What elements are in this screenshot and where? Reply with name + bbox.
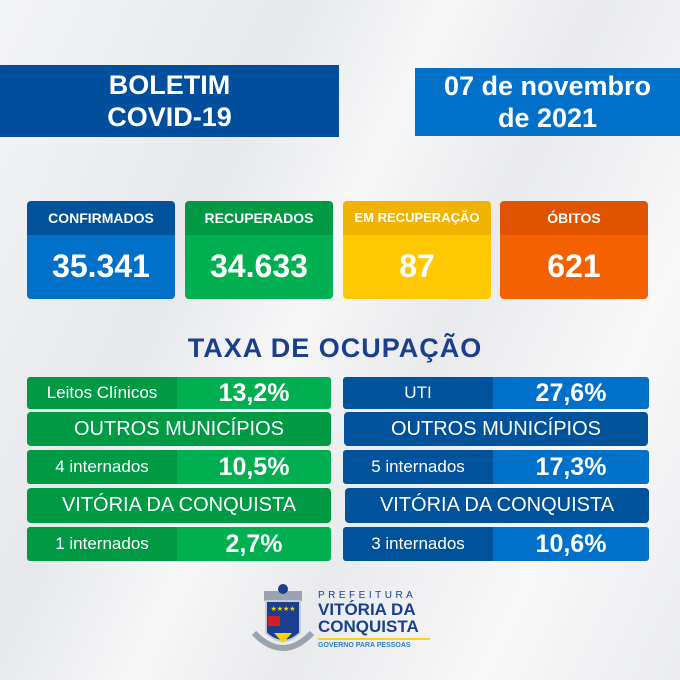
stat-label: CONFIRMADOS — [27, 201, 175, 235]
right-outros-municipios-row: 5 internados 17,3% — [343, 450, 649, 484]
left-outros-municipios-header: OUTROS MUNICÍPIOS — [27, 412, 331, 446]
logo-tagline: GOVERNO PARA PESSOAS — [318, 642, 411, 649]
left-vitoria-header: VITÓRIA DA CONQUISTA — [27, 488, 331, 523]
coat-of-arms-logo: ★★★★ — [251, 584, 315, 651]
row-label: 5 internados — [343, 450, 493, 484]
logo-divider — [318, 638, 430, 640]
logo-prefeitura: PREFEITURA — [318, 590, 417, 601]
right-vitoria-header: VITÓRIA DA CONQUISTA — [345, 488, 649, 523]
right-outros-municipios-header: OUTROS MUNICÍPIOS — [344, 412, 648, 446]
row-value: 27,6% — [493, 377, 649, 409]
date-box: 07 de novembro de 2021 — [415, 68, 680, 136]
row-label: UTI — [343, 377, 493, 409]
stat-card-obitos: ÓBITOS 621 — [500, 201, 648, 299]
svg-text:★★★★: ★★★★ — [270, 605, 295, 613]
stat-value: 621 — [500, 235, 648, 299]
title-line1: BOLETIM — [108, 70, 231, 100]
row-value: 2,7% — [177, 527, 331, 561]
row-value: 13,2% — [177, 377, 331, 409]
stat-label: EM RECUPERAÇÃO — [343, 201, 491, 235]
stat-value: 87 — [343, 235, 491, 299]
row-label: Leitos Clínicos — [27, 377, 177, 409]
logo-conquista: CONQUISTA — [318, 617, 419, 636]
row-label: 1 internados — [27, 527, 177, 561]
uti-row: UTI 27,6% — [343, 377, 649, 409]
date-line2: de 2021 — [497, 103, 598, 133]
title-line2: COVID-19 — [107, 102, 232, 132]
left-outros-municipios-row: 4 internados 10,5% — [27, 450, 331, 484]
occupancy-title: TAXA DE OCUPAÇÃO — [187, 333, 483, 363]
row-value: 17,3% — [493, 450, 649, 484]
stat-card-em-recuperacao: EM RECUPERAÇÃO 87 — [343, 201, 491, 299]
left-vitoria-row: 1 internados 2,7% — [27, 527, 331, 561]
logo-text: PREFEITURA VITÓRIA DA CONQUISTA GOVERNO … — [318, 590, 430, 649]
bulletin-title-box: BOLETIM COVID-19 — [0, 65, 339, 137]
stat-label: ÓBITOS — [500, 201, 648, 235]
stat-label: RECUPERADOS — [185, 201, 333, 235]
stat-card-confirmados: CONFIRMADOS 35.341 — [27, 201, 175, 299]
stat-value: 34.633 — [185, 235, 333, 299]
right-vitoria-row: 3 internados 10,6% — [343, 527, 649, 561]
leitos-clinicos-row: Leitos Clínicos 13,2% — [27, 377, 331, 409]
row-label: 3 internados — [343, 527, 493, 561]
row-label: 4 internados — [27, 450, 177, 484]
logo-vitoria-da: VITÓRIA DA — [318, 600, 416, 619]
row-value: 10,6% — [493, 527, 649, 561]
stat-value: 35.341 — [27, 235, 175, 299]
stat-card-recuperados: RECUPERADOS 34.633 — [185, 201, 333, 299]
date-line1: 07 de novembro — [443, 71, 652, 101]
row-value: 10,5% — [177, 450, 331, 484]
